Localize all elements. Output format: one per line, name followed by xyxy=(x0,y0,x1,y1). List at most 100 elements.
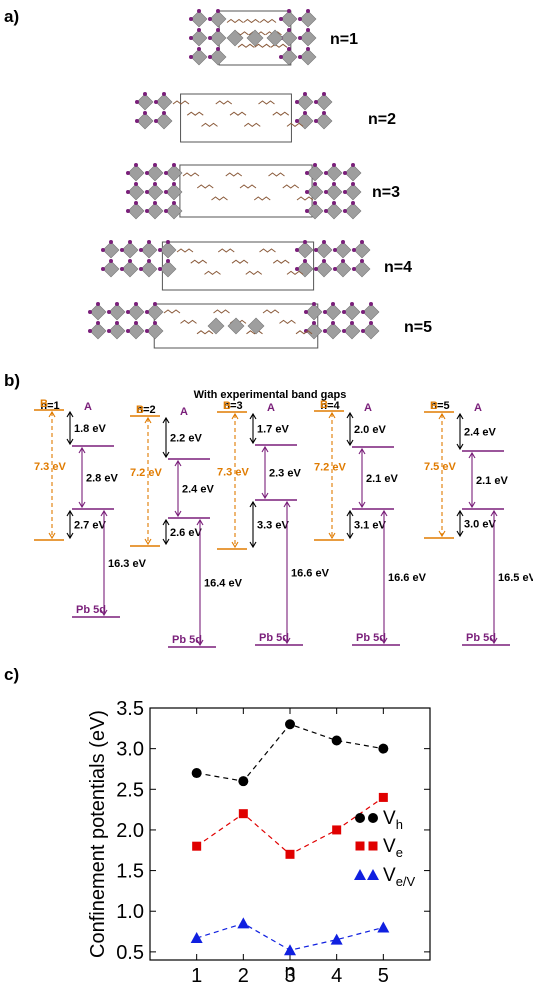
iodine-atom xyxy=(208,36,212,40)
iodine-atom xyxy=(134,321,138,325)
iodine-atom xyxy=(312,302,316,306)
iodine-atom xyxy=(298,36,302,40)
octahedron xyxy=(353,241,371,259)
data-point xyxy=(331,735,342,746)
octahedron xyxy=(102,241,120,259)
structure-n3: n=3 xyxy=(126,163,400,220)
confinement-chart: Confinement potentials (eV) n 0.5 1.0 1.5 2… xyxy=(87,698,431,982)
octahedron xyxy=(165,202,183,220)
iodine-atom xyxy=(126,310,130,314)
data-point xyxy=(378,792,388,802)
iodine-atom xyxy=(333,248,337,252)
octahedron xyxy=(108,322,126,340)
iodine-atom xyxy=(343,190,347,194)
iodine-atom xyxy=(306,28,310,32)
iodine-atom xyxy=(120,267,124,271)
octahedron xyxy=(190,29,208,47)
iodine-atom xyxy=(162,92,166,96)
band-diagram-n4: n=4B 7.2 eV A 2.1 eV 2.0 eV 3.1 eV 16.6 eV Pb 5… xyxy=(314,399,427,646)
y-tick-label: 2.0 xyxy=(116,820,144,842)
iodine-atom xyxy=(295,267,299,271)
organic-molecule xyxy=(243,122,261,128)
y-tick-label: 3.0 xyxy=(116,739,144,761)
octahedron xyxy=(344,202,362,220)
legend-marker xyxy=(355,813,365,823)
octahedron xyxy=(324,322,342,340)
n-label: n=2 xyxy=(136,404,155,416)
octahedron xyxy=(344,183,362,201)
octahedron xyxy=(140,260,158,278)
iodine-atom xyxy=(279,55,283,59)
organic-molecule xyxy=(270,43,288,48)
iodine-atom xyxy=(135,119,139,123)
octahedron xyxy=(306,164,324,182)
arrow-head xyxy=(490,509,498,517)
organic-molecule xyxy=(272,111,290,116)
band-diagram-n5: n=5B 7.5 eV A 2.1 eV 2.4 eV 3.0 eV 16.5 eV Pb 5… xyxy=(424,400,533,646)
x-tick-label: 3 xyxy=(284,965,295,982)
data-point xyxy=(332,825,342,835)
data-point xyxy=(284,944,296,956)
structure-label: n=5 xyxy=(404,319,432,336)
pb-value: 16.6 eV xyxy=(291,568,330,580)
organic-molecule xyxy=(196,184,214,189)
iodine-atom xyxy=(351,201,355,205)
ve-value: 1.8 eV xyxy=(74,423,106,435)
structure-label: n=2 xyxy=(368,111,396,128)
iodine-atom xyxy=(322,259,326,263)
octahedron xyxy=(146,322,164,340)
octahedron xyxy=(334,260,352,278)
x-tick-label: 4 xyxy=(331,965,342,982)
arrow-head xyxy=(196,639,204,647)
iodine-atom xyxy=(361,329,365,333)
legend-marker xyxy=(367,869,379,880)
iodine-atom xyxy=(360,240,364,244)
octahedron xyxy=(89,322,107,340)
arrow-head xyxy=(78,501,86,509)
iodine-atom xyxy=(332,163,336,167)
arrow-head xyxy=(358,447,366,455)
data-point xyxy=(377,921,390,933)
octahedron xyxy=(305,303,323,321)
iodine-atom xyxy=(164,209,168,213)
band-diagram-n2: n=2B 7.2 eV A 2.4 eV 2.2 eV 2.6 eV 16.4 eV Pb 5… xyxy=(130,404,243,648)
iodine-atom xyxy=(153,182,157,186)
a-gap-value: 2.1 eV xyxy=(476,475,508,487)
iodine-atom xyxy=(139,248,143,252)
iodine-atom xyxy=(101,267,105,271)
arrow-head xyxy=(48,532,56,540)
arrow-head xyxy=(249,500,257,508)
arrow-head xyxy=(196,518,204,526)
data-point xyxy=(237,917,250,929)
iodine-atom xyxy=(305,190,309,194)
octahedron xyxy=(136,112,154,130)
legend-marker xyxy=(368,813,378,823)
series-line xyxy=(196,796,384,856)
octahedron xyxy=(89,303,107,321)
iodine-atom xyxy=(134,163,138,167)
legend-marker xyxy=(368,841,378,851)
iodine-atom xyxy=(304,310,308,314)
octahedron xyxy=(159,260,177,278)
octahedron xyxy=(315,260,333,278)
arrow-head xyxy=(456,509,464,517)
iodine-atom xyxy=(88,329,92,333)
octahedron xyxy=(315,93,333,111)
octahedron xyxy=(299,48,317,66)
organic-molecule xyxy=(201,122,218,128)
iodine-atom xyxy=(295,248,299,252)
n-label: n=1 xyxy=(40,400,59,412)
data-point xyxy=(378,743,389,754)
iodine-atom xyxy=(166,240,170,244)
data-point xyxy=(330,933,343,945)
iodine-atom xyxy=(306,9,310,13)
iodine-atom xyxy=(333,267,337,271)
organic-molecule xyxy=(243,18,260,24)
unit-cell-box xyxy=(180,93,292,143)
octahedron xyxy=(227,317,245,335)
organic-molecule xyxy=(225,172,243,177)
octahedron xyxy=(165,183,183,201)
iodine-atom xyxy=(360,259,364,263)
organic-molecule xyxy=(239,184,257,189)
